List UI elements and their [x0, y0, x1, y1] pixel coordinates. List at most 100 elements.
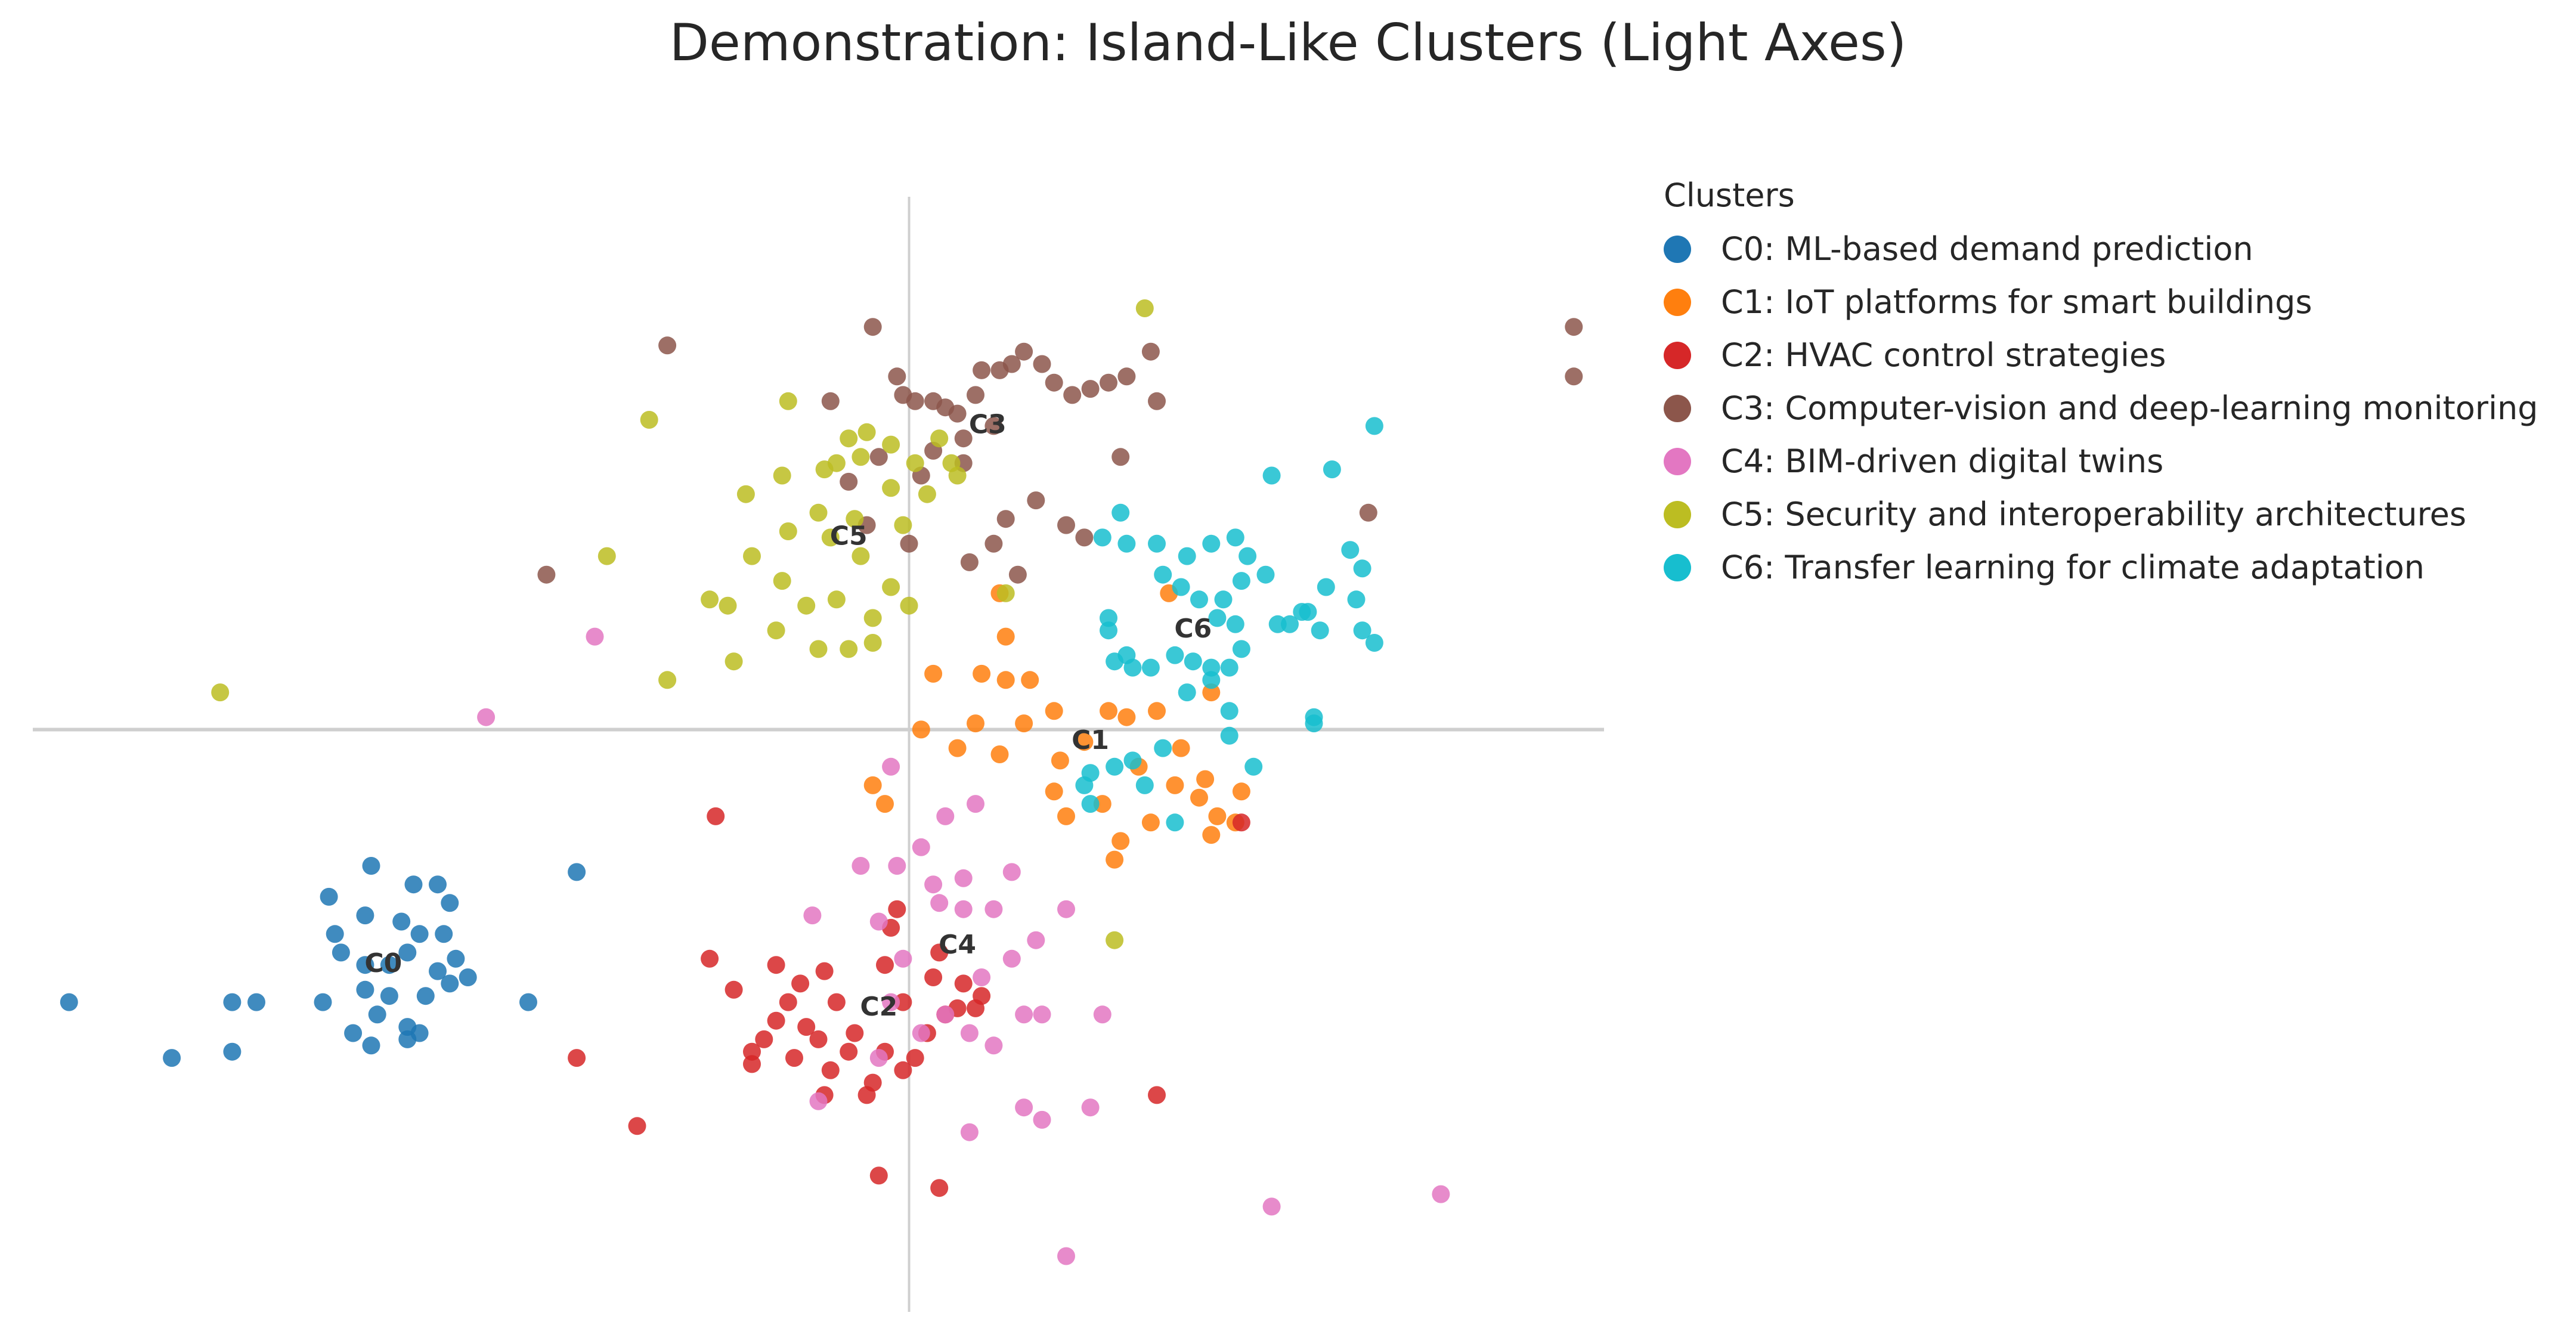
point-c0-15	[429, 962, 447, 980]
point-c4-30	[1057, 1247, 1075, 1265]
point-c2-14	[840, 1042, 858, 1061]
point-c3-14	[1045, 373, 1063, 392]
point-c0-13	[380, 956, 398, 974]
points-layer	[60, 299, 1583, 1265]
point-c1-30	[1106, 850, 1124, 869]
point-c1-28	[863, 776, 882, 794]
point-c2-10	[743, 1055, 761, 1073]
cluster-label-c2: C2	[860, 992, 897, 1022]
point-c3-31	[1008, 565, 1027, 584]
point-c4-11	[984, 900, 1003, 918]
point-c5-14	[882, 479, 900, 497]
legend-swatch	[1664, 447, 1691, 475]
point-c1-6	[1015, 714, 1033, 733]
point-c6-6	[1172, 578, 1190, 596]
point-c4-10	[954, 900, 973, 918]
point-c5-27	[719, 596, 737, 615]
legend-item-c1: C1: IoT platforms for smart buildings	[1664, 275, 2538, 329]
point-c6-16	[1232, 640, 1250, 658]
point-c1-12	[1075, 733, 1094, 751]
legend-item-c4: C4: BIM-driven digital twins	[1664, 435, 2538, 488]
point-c5-33	[724, 652, 743, 671]
legend-label: C2: HVAC control strategies	[1721, 336, 2166, 374]
point-c1-21	[1232, 782, 1250, 801]
point-c5-20	[882, 578, 900, 596]
legend: Clusters C0: ML-based demand prediction C…	[1664, 177, 2538, 594]
point-c0-3	[429, 875, 447, 894]
point-c4-5	[852, 857, 870, 875]
point-c5-6	[840, 429, 858, 448]
point-c6-25	[1100, 609, 1117, 627]
point-c1-24	[1141, 813, 1160, 832]
point-c3-42	[984, 417, 1003, 435]
legend-item-c2: C2: HVAC control strategies	[1664, 329, 2538, 382]
point-c2-6	[815, 962, 834, 980]
point-c6-19	[1184, 652, 1202, 671]
cluster-label-c1: C1	[1072, 725, 1109, 756]
point-c3-32	[869, 448, 888, 466]
point-c6-39	[1166, 813, 1184, 832]
point-c4-23	[984, 1036, 1003, 1055]
point-c0-19	[416, 987, 435, 1005]
point-c3-38	[1565, 367, 1583, 386]
point-c0-27	[247, 993, 265, 1011]
cluster-label-c6: C6	[1174, 614, 1212, 644]
point-c4-3	[912, 838, 930, 856]
point-c0-2	[404, 875, 423, 894]
point-c1-20	[1196, 770, 1215, 788]
point-c2-18	[894, 1061, 912, 1079]
point-c2-25	[954, 974, 973, 993]
point-c6-38	[1081, 764, 1100, 782]
point-c6-46	[1311, 621, 1329, 640]
point-c0-9	[435, 925, 453, 943]
point-c1-7	[967, 714, 984, 733]
series-c3	[537, 318, 1583, 584]
legend-swatch	[1664, 553, 1691, 581]
point-c4-7	[954, 869, 973, 887]
point-c4-12	[1057, 900, 1075, 918]
point-c0-7	[392, 912, 411, 931]
point-c4-29	[960, 1123, 979, 1141]
point-c0-12	[356, 956, 374, 974]
point-c4-32	[1432, 1185, 1450, 1203]
point-c3-16	[1081, 380, 1100, 398]
point-c6-12	[1214, 590, 1233, 609]
point-c4-6	[924, 875, 943, 894]
point-c3-12	[1015, 342, 1033, 361]
point-c4-31	[1262, 1197, 1281, 1216]
point-c5-38	[996, 584, 1015, 602]
point-c3-23	[996, 510, 1015, 528]
point-c5-37	[1135, 299, 1154, 317]
point-c4-37	[912, 1024, 930, 1042]
point-c5-15	[846, 510, 864, 528]
legend-swatch	[1664, 341, 1691, 369]
point-c3-25	[1057, 516, 1075, 534]
point-c1-9	[948, 739, 967, 757]
point-c2-24	[973, 987, 991, 1005]
point-c3-17	[1100, 373, 1117, 392]
point-c0-33	[568, 863, 586, 881]
point-c0-22	[368, 1005, 386, 1024]
point-c6-47	[1293, 603, 1311, 621]
point-c5-22	[863, 609, 882, 627]
point-c1-23	[1202, 826, 1221, 844]
point-c4-21	[1033, 1005, 1051, 1024]
point-c5-5	[827, 454, 846, 472]
point-c1-1	[973, 664, 991, 683]
legend-swatch	[1664, 394, 1691, 422]
point-c5-9	[906, 454, 924, 472]
point-c0-18	[380, 987, 398, 1005]
point-c5-26	[743, 547, 761, 565]
point-c4-15	[973, 968, 991, 986]
legend-swatch	[1664, 235, 1691, 263]
point-c6-1	[1093, 528, 1111, 547]
point-c3-5	[906, 392, 924, 410]
point-c6-0	[1111, 503, 1130, 522]
point-c3-15	[1063, 386, 1082, 404]
point-c3-8	[967, 386, 984, 404]
point-c2-38	[1148, 1086, 1166, 1104]
point-c1-31	[1111, 832, 1130, 850]
point-c2-13	[821, 1061, 840, 1079]
point-c6-42	[1341, 541, 1360, 559]
point-c4-27	[1033, 1110, 1051, 1129]
